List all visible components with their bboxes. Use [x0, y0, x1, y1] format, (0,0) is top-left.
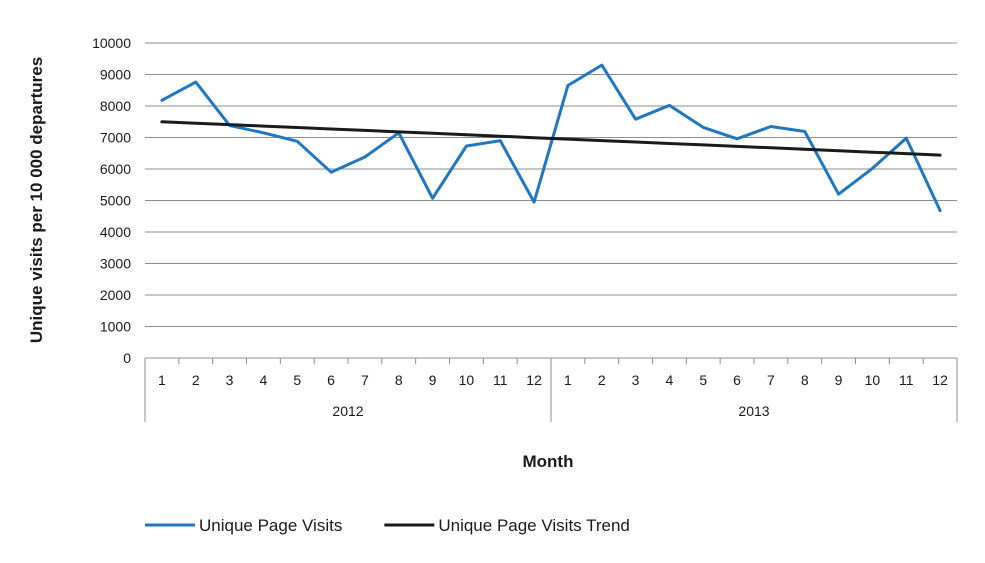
- x-tick-label: 7: [767, 372, 775, 388]
- x-tick-label: 1: [564, 372, 572, 388]
- x-tick-label: 4: [666, 372, 674, 388]
- x-tick-label: 5: [293, 372, 301, 388]
- legend: Unique Page Visits Unique Page Visits Tre…: [145, 516, 630, 535]
- y-tick-label: 1000: [100, 319, 131, 335]
- x-axis-label: Month: [523, 452, 574, 471]
- legend-label: Unique Page Visits Trend: [438, 516, 630, 535]
- x-tick-label: 4: [260, 372, 268, 388]
- y-tick-label: 7000: [100, 130, 131, 146]
- x-tick-label: 12: [932, 372, 948, 388]
- x-tick-label: 11: [493, 372, 508, 388]
- x-tick-label: 1: [158, 372, 166, 388]
- x-tick-label: 3: [632, 372, 640, 388]
- y-tick-label: 6000: [100, 161, 131, 177]
- x-tick-label: 2: [598, 372, 606, 388]
- x-tick-label: 9: [835, 372, 843, 388]
- y-tick-label: 9000: [100, 67, 131, 83]
- y-axis-label: Unique visits per 10 000 departures: [27, 57, 46, 343]
- x-tick-label: 3: [226, 372, 234, 388]
- x-tick-label: 6: [733, 372, 741, 388]
- y-tick-label: 8000: [100, 98, 131, 114]
- x-tick-label: 12: [526, 372, 542, 388]
- x-tick-label: 11: [899, 372, 914, 388]
- x-tick-label: 9: [429, 372, 437, 388]
- x-tick-label: 6: [327, 372, 335, 388]
- y-tick-label: 5000: [100, 193, 131, 209]
- x-tick-label: 8: [801, 372, 809, 388]
- y-tick-label: 2000: [100, 287, 131, 303]
- x-group-label: 2012: [332, 403, 363, 419]
- x-tick-label: 10: [459, 372, 475, 388]
- x-tick-label: 10: [865, 372, 881, 388]
- y-tick-label: 10000: [92, 35, 131, 51]
- x-tick-label: 8: [395, 372, 403, 388]
- y-tick-label: 4000: [100, 224, 131, 240]
- x-group-label: 2013: [738, 403, 769, 419]
- y-tick-label: 0: [123, 350, 131, 366]
- legend-label: Unique Page Visits: [199, 516, 342, 535]
- x-tick-label: 2: [192, 372, 200, 388]
- series-line: [162, 122, 940, 155]
- y-tick-label: 3000: [100, 256, 131, 272]
- x-tick-label: 7: [361, 372, 369, 388]
- x-tick-label: 5: [699, 372, 707, 388]
- axes: 0 1000 2000 3000 4000 5000 6000 7000 8000 9000 100…: [92, 35, 957, 422]
